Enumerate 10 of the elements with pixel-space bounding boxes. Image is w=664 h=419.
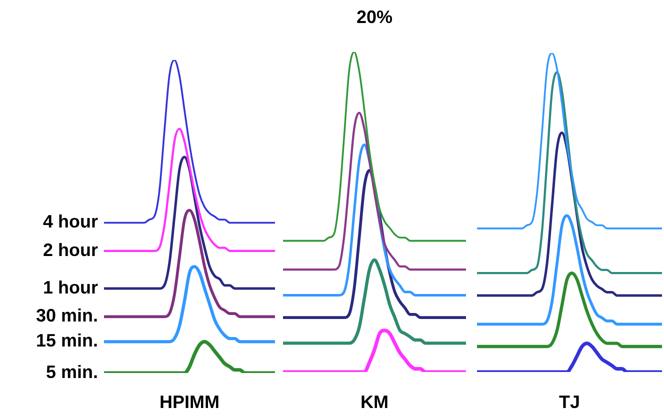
x-axis-title: TJ xyxy=(558,392,580,412)
series-label: 15 min. xyxy=(36,330,98,351)
series-label: 4 hour xyxy=(42,212,98,232)
series-label: 1 hour xyxy=(42,277,98,298)
x-axis-title: HPIMM xyxy=(160,392,220,412)
chart-title: 20% xyxy=(356,6,393,27)
x-axis-title: KM xyxy=(360,392,388,412)
series-label: 5 min. xyxy=(46,362,98,382)
series-label: 30 min. xyxy=(36,306,98,326)
series-label: 2 hour xyxy=(42,240,98,260)
